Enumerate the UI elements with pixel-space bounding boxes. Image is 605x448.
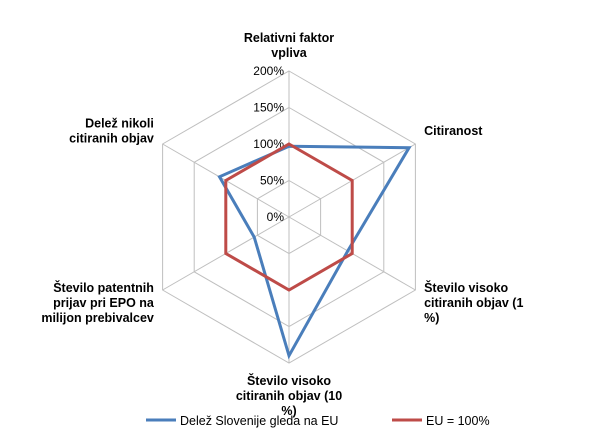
category-label-line: citiranih objav (10 [236, 389, 342, 403]
category-label: Delež nikoli citiranih objav [69, 117, 154, 146]
category-label-line: Relativni faktor [244, 31, 334, 45]
category-label: Relativni faktor vpliva [244, 31, 334, 60]
category-label-line: Število patentnih [53, 280, 154, 295]
legend-label-1: Delež Slovenije gleda na EU [180, 414, 338, 428]
tick-label: 50% [260, 174, 284, 188]
category-label: Število visoko citiranih objav (10%) [236, 373, 342, 418]
legend-label-2: EU = 100% [426, 414, 490, 428]
series-line-1 [217, 144, 412, 360]
category-label-line: prijav pri EPO na [53, 296, 155, 310]
category-label-line: %) [281, 404, 296, 418]
category-labels: Relativni faktor vpliva Citiranost Število … [41, 31, 523, 418]
tick-label: 150% [253, 101, 284, 115]
series-line-2 [224, 142, 354, 292]
category-label: Število patentnih prijav pri EPO na milijo… [41, 280, 155, 325]
category-label-line: citiranih objav [69, 132, 154, 146]
category-label: Citiranost [424, 124, 483, 138]
category-label-line: %) [424, 311, 439, 325]
category-label: Število visoko citiranih objav (1%) [424, 280, 523, 325]
radar-grid: 0% 50% 100% 150% 200% [162, 64, 416, 364]
tick-label: 0% [267, 210, 285, 224]
legend: Delež Slovenije gleda na EU EU = 100% [146, 414, 490, 428]
category-label-line: citiranih objav (1 [424, 296, 523, 310]
category-label-line: Delež nikoli [85, 117, 154, 131]
tick-label: 100% [253, 137, 284, 151]
category-label-line: vpliva [271, 46, 307, 60]
category-label-line: Citiranost [424, 124, 483, 138]
category-label-line: Število visoko [247, 373, 331, 388]
category-label-line: milijon prebivalcev [41, 311, 154, 325]
tick-label: 200% [253, 64, 284, 78]
category-label-line: Število visoko [424, 280, 508, 295]
